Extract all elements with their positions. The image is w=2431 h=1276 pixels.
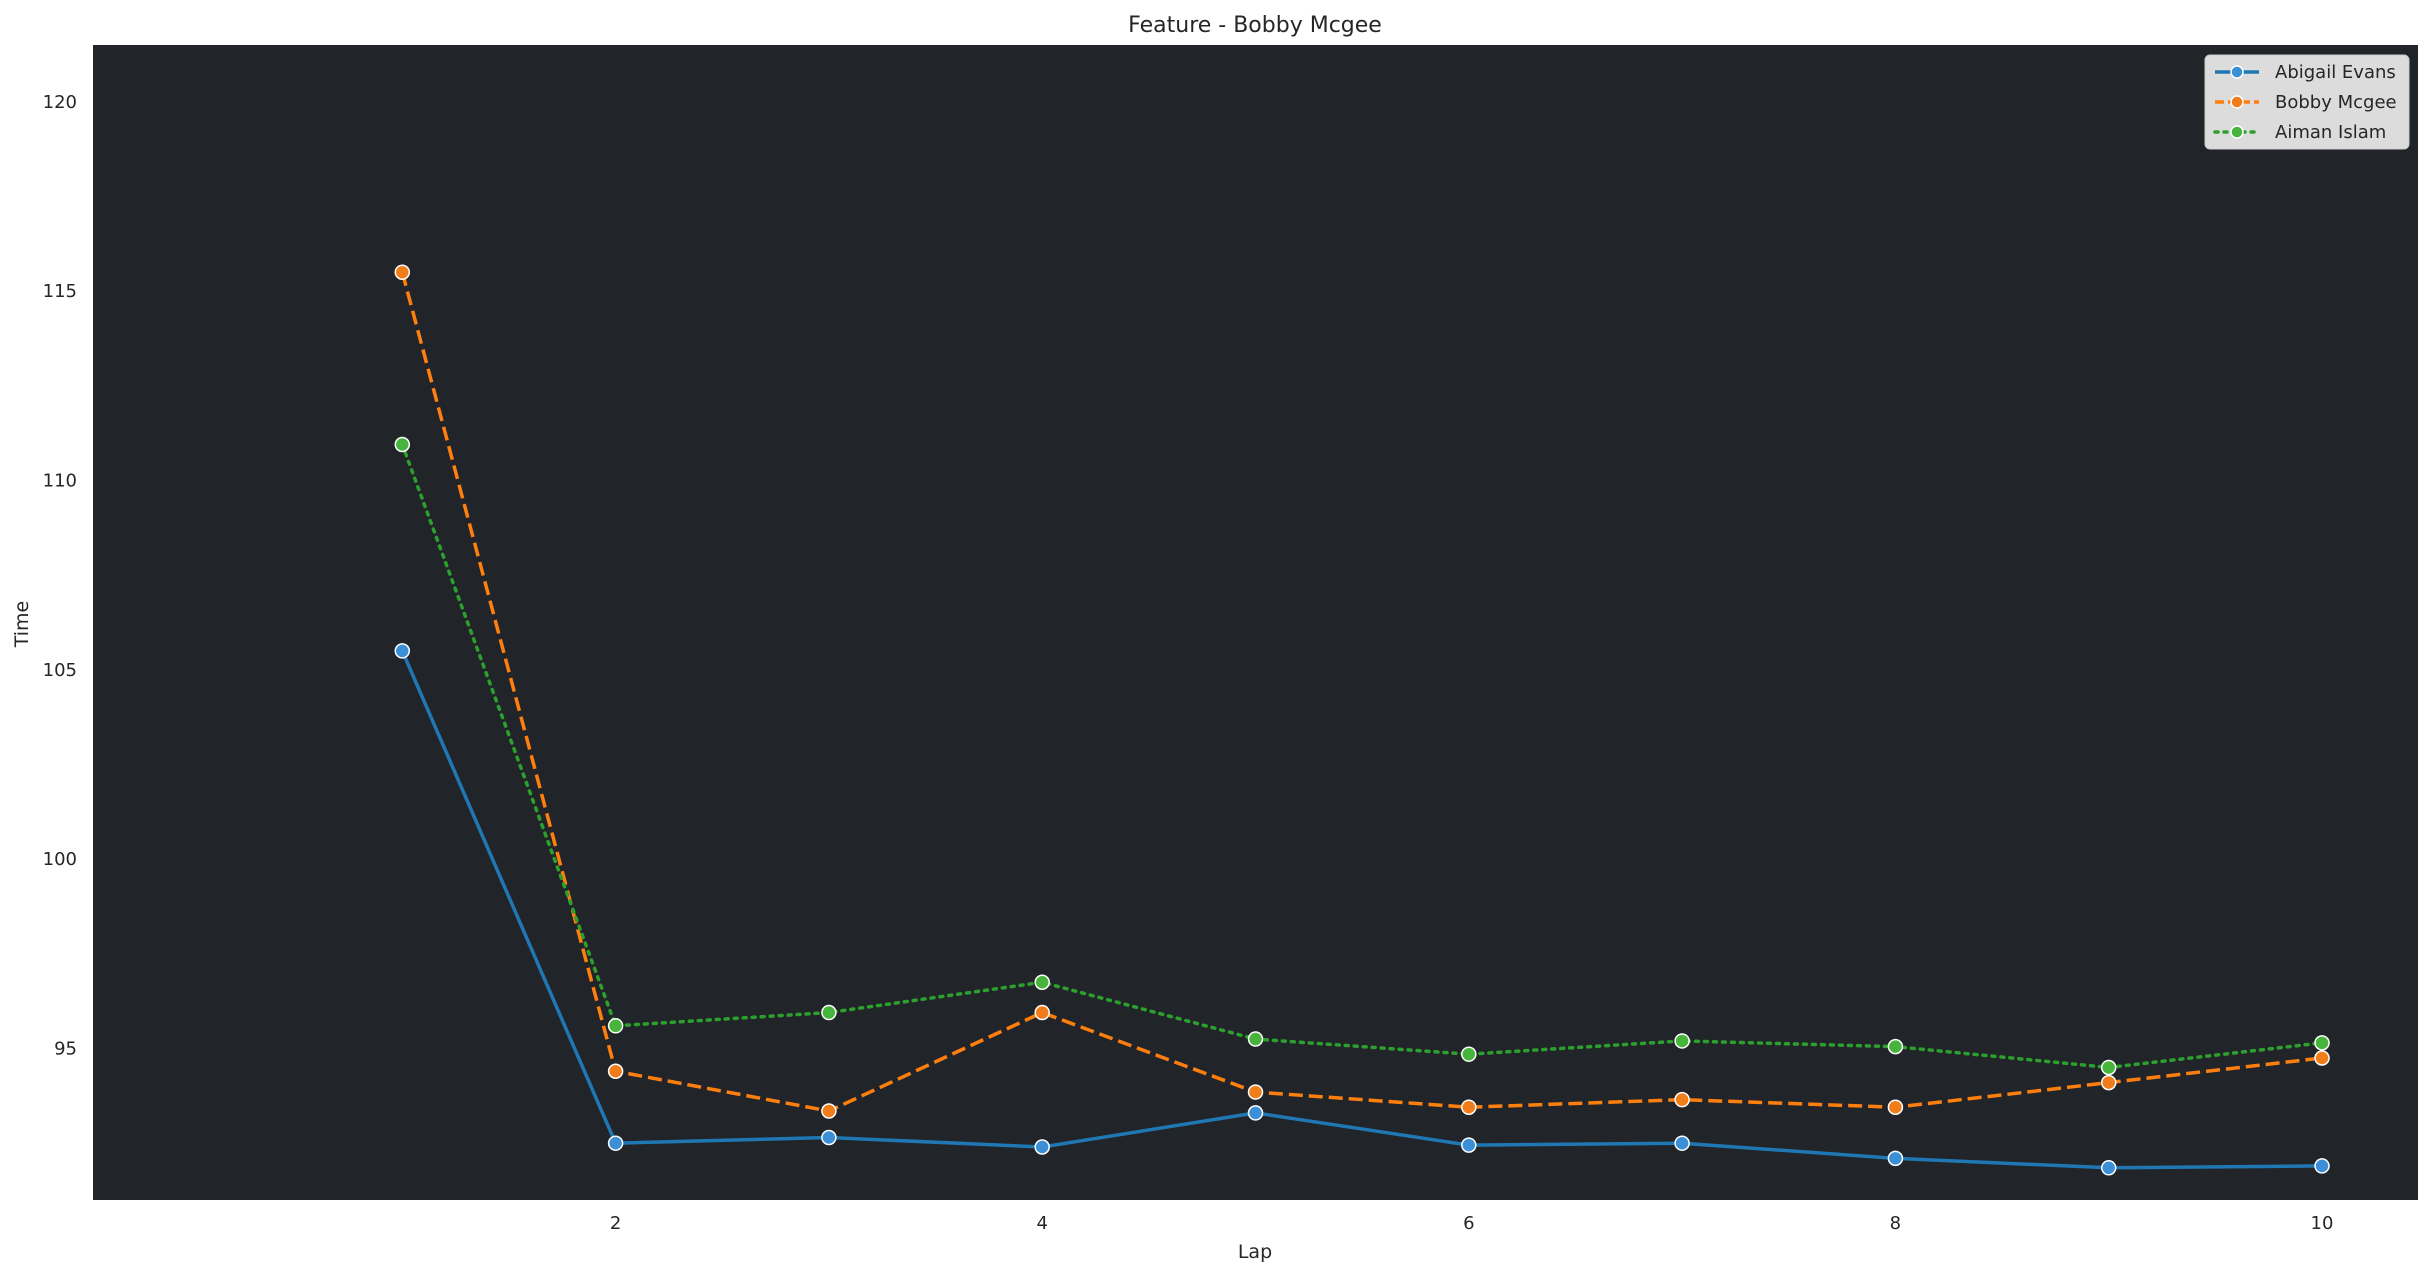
series-line — [400, 442, 2324, 1070]
data-point — [607, 1018, 624, 1034]
data-point — [2314, 1050, 2330, 1066]
data-point — [1674, 1135, 1690, 1151]
data-point — [2100, 1059, 2117, 1076]
y-tick-label: 100 — [43, 849, 77, 870]
legend-item: Bobby Mcgee — [2215, 92, 2397, 113]
data-point — [394, 643, 411, 659]
x-tick-label: 8 — [1890, 1213, 1901, 1234]
x-tick-label: 4 — [1036, 1213, 1047, 1234]
data-point — [1887, 1099, 1904, 1115]
series-1 — [394, 643, 2330, 1176]
legend-marker-swatch — [2230, 125, 2244, 139]
plot-area — [93, 45, 2418, 1200]
y-tick-label: 105 — [43, 660, 77, 681]
data-point — [2314, 1158, 2330, 1174]
legend-marker-swatch — [2230, 65, 2244, 79]
legend-label: Abigail Evans — [2275, 62, 2396, 83]
data-point — [1034, 974, 1050, 991]
data-point — [1461, 1046, 1477, 1062]
data-point — [821, 1103, 837, 1119]
x-axis: 2 4 6 8 10 — [610, 1213, 2334, 1234]
data-point — [1034, 1139, 1050, 1155]
legend-item: Aiman Islam — [2213, 122, 2386, 143]
legend-label: Aiman Islam — [2275, 122, 2386, 143]
legend-box — [2204, 54, 2410, 150]
y-tick-label: 110 — [43, 470, 77, 491]
y-axis-label: Time — [11, 601, 33, 649]
legend-item: Abigail Evans — [2215, 62, 2396, 83]
data-point — [1674, 1091, 1690, 1108]
data-point — [1887, 1038, 1904, 1055]
x-axis-label: Lap — [1238, 1241, 1272, 1263]
data-point — [1247, 1031, 1264, 1047]
data-point — [1461, 1137, 1477, 1153]
data-point — [1887, 1150, 1904, 1167]
data-point — [1247, 1084, 1264, 1100]
x-tick-label: 6 — [1463, 1213, 1474, 1234]
series-line — [400, 271, 2323, 1113]
data-point — [1461, 1099, 1477, 1115]
data-point — [1247, 1105, 1264, 1121]
x-tick-label: 2 — [610, 1213, 621, 1234]
data-point — [2314, 1035, 2330, 1051]
y-tick-label: 115 — [43, 281, 77, 302]
series-2 — [394, 264, 2330, 1119]
data-point — [821, 1004, 837, 1021]
legend-label: Bobby Mcgee — [2275, 92, 2397, 113]
y-axis: 95 100 105 110 115 120 — [43, 92, 77, 1060]
series-3 — [394, 436, 2330, 1076]
y-tick-label: 95 — [54, 1039, 77, 1060]
series-layer — [394, 264, 2330, 1176]
legend-marker-swatch — [2230, 95, 2244, 109]
x-tick-label: 10 — [2311, 1213, 2334, 1234]
data-point — [394, 264, 411, 280]
data-point — [394, 436, 411, 453]
data-point — [1034, 1004, 1050, 1021]
data-point — [607, 1063, 624, 1079]
data-point — [607, 1135, 624, 1151]
data-point — [2100, 1160, 2117, 1176]
series-line — [400, 650, 2323, 1170]
chart-title: Feature - Bobby Mcgee — [1128, 13, 1382, 38]
data-point — [1674, 1033, 1690, 1049]
data-point — [2100, 1074, 2117, 1091]
data-point — [821, 1129, 837, 1146]
legend: Abigail Evans Bobby Mcgee Aiman Islam — [2204, 54, 2410, 150]
y-tick-label: 120 — [43, 92, 77, 113]
